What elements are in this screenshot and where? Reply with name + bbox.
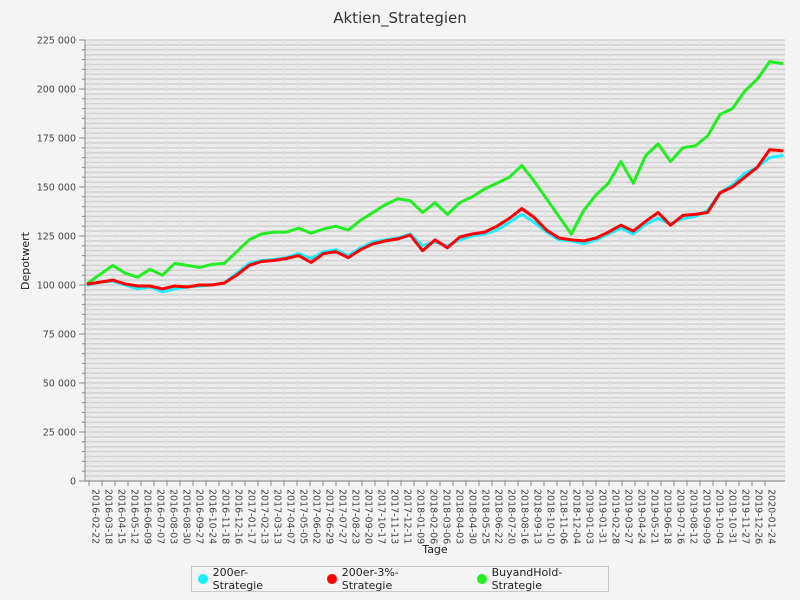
x-tick-label: 2017-09-20 bbox=[363, 489, 374, 544]
y-tick-label: 225 000 bbox=[37, 36, 76, 47]
x-tick-label: 2019-10-31 bbox=[727, 489, 738, 544]
x-tick-label: 2016-02-22 bbox=[90, 489, 101, 544]
legend-label: 200er-Strategie bbox=[212, 566, 264, 592]
y-axis-label: Depotwert bbox=[19, 231, 32, 290]
x-tick-label: 2019-11-27 bbox=[740, 489, 751, 544]
series-lines bbox=[86, 60, 784, 294]
y-tick-label: 200 000 bbox=[37, 85, 76, 96]
grid-lines bbox=[85, 39, 785, 482]
x-tick-label: 2019-09-09 bbox=[701, 489, 712, 544]
x-tick-label: 2019-04-24 bbox=[636, 489, 647, 544]
legend-marker-icon bbox=[198, 574, 208, 584]
x-tick-label: 2018-07-20 bbox=[506, 489, 517, 544]
x-tick-label: 2019-06-18 bbox=[662, 489, 673, 544]
x-tick-label: 2016-08-30 bbox=[181, 489, 192, 544]
x-tick-label: 2018-03-06 bbox=[441, 489, 452, 544]
x-tick-label: 2019-07-16 bbox=[675, 489, 686, 544]
x-tick-label: 2016-05-12 bbox=[129, 489, 140, 544]
x-tick-label: 2019-10-04 bbox=[714, 489, 725, 544]
x-tick-label: 2017-02-13 bbox=[259, 489, 270, 544]
x-tick-label: 2017-10-17 bbox=[376, 489, 387, 544]
x-tick-label: 2016-10-24 bbox=[207, 489, 218, 544]
x-tick-label: 2019-02-28 bbox=[610, 489, 621, 544]
x-tick-label: 2019-05-21 bbox=[649, 489, 660, 544]
y-tick-label: 50 000 bbox=[43, 379, 76, 390]
series-line-2 bbox=[86, 60, 784, 285]
legend-marker-icon bbox=[476, 574, 487, 584]
x-tick-label: 2018-04-03 bbox=[454, 489, 465, 544]
y-axis: 0 25 000 50 000 75 000 100 000 125 000 150 000… bbox=[37, 36, 86, 488]
legend-marker-icon bbox=[327, 574, 337, 584]
x-tick-label: 2018-01-09 bbox=[415, 489, 426, 544]
y-tick-label: 175 000 bbox=[37, 134, 76, 145]
legend: 200er-Strategie 200er-3%-Strategie Buyan… bbox=[191, 566, 609, 592]
x-tick-label: 2018-08-16 bbox=[519, 489, 530, 544]
y-tick-label: 0 bbox=[70, 477, 76, 488]
chart-title: Aktien_Strategien bbox=[333, 9, 467, 28]
x-tick-label: 2018-12-04 bbox=[571, 489, 582, 544]
x-tick-label: 2017-06-29 bbox=[324, 489, 335, 544]
y-tick-label: 100 000 bbox=[37, 281, 76, 292]
x-axis-label: Tage bbox=[421, 543, 448, 556]
x-tick-label: 2016-06-09 bbox=[142, 489, 153, 544]
x-tick-label: 2016-12-16 bbox=[233, 489, 244, 544]
x-tick-label: 2017-06-02 bbox=[311, 489, 322, 544]
y-tick-label: 125 000 bbox=[37, 232, 76, 243]
y-tick-label: 150 000 bbox=[37, 183, 76, 194]
x-tick-label: 2017-05-05 bbox=[298, 489, 309, 544]
x-tick-label: 2018-09-13 bbox=[532, 489, 543, 544]
series-line-1 bbox=[86, 148, 784, 291]
x-tick-label: 2018-02-06 bbox=[428, 489, 439, 544]
legend-item-buyandhold[interactable]: BuyandHold-Strategie bbox=[476, 566, 608, 592]
x-tick-label: 2016-08-03 bbox=[168, 489, 179, 544]
x-tick-label: 2019-12-26 bbox=[753, 489, 764, 544]
x-tick-label: 2016-04-15 bbox=[116, 489, 127, 544]
x-tick-label: 2019-01-31 bbox=[597, 489, 608, 544]
x-tick-label: 2017-01-17 bbox=[246, 489, 257, 544]
legend-label: BuyandHold-Strategie bbox=[491, 566, 563, 592]
x-tick-label: 2017-07-27 bbox=[337, 489, 348, 544]
x-tick-label: 2018-04-30 bbox=[467, 489, 478, 544]
x-tick-label: 2019-08-12 bbox=[688, 489, 699, 544]
x-axis: 2016-02-22 2016-03-18 2016-04-15 2016-05-12… bbox=[85, 480, 785, 544]
x-tick-label: 2016-07-07 bbox=[155, 489, 166, 544]
x-tick-label: 2018-05-25 bbox=[480, 489, 491, 544]
legend-item-200er-3[interactable]: 200er-3%-Strategie bbox=[327, 566, 445, 592]
x-tick-label: 2017-12-11 bbox=[402, 489, 413, 544]
x-tick-label: 2020-01-24 bbox=[766, 489, 777, 544]
x-tick-label: 2019-01-03 bbox=[584, 489, 595, 544]
x-tick-label: 2017-11-13 bbox=[389, 489, 400, 544]
x-tick-label: 2017-04-07 bbox=[285, 489, 296, 544]
x-tick-label: 2018-10-10 bbox=[545, 489, 556, 544]
y-tick-label: 75 000 bbox=[43, 330, 76, 341]
legend-label: 200er-3%-Strategie bbox=[341, 566, 399, 592]
x-tick-label: 2018-06-22 bbox=[493, 489, 504, 544]
x-tick-label: 2017-08-23 bbox=[350, 489, 361, 544]
x-tick-label: 2017-03-13 bbox=[272, 489, 283, 544]
x-tick-label: 2016-03-18 bbox=[103, 489, 114, 544]
x-tick-label: 2019-03-27 bbox=[623, 489, 634, 544]
x-tick-label: 2016-09-27 bbox=[194, 489, 205, 544]
x-tick-label: 2018-11-06 bbox=[558, 489, 569, 544]
y-tick-label: 25 000 bbox=[43, 428, 76, 439]
legend-item-200er[interactable]: 200er-Strategie bbox=[198, 566, 295, 592]
x-tick-label: 2016-11-18 bbox=[220, 489, 231, 544]
